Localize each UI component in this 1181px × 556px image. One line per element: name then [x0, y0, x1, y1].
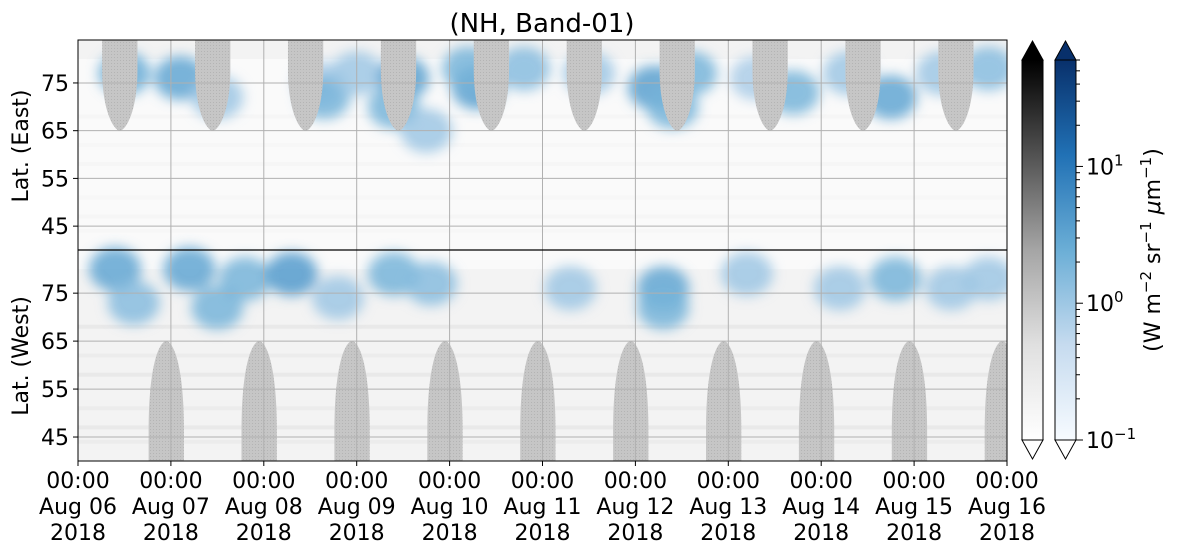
colorbar-grayscale-body: [1021, 59, 1044, 441]
x-tick-label-date: Aug 14: [782, 495, 860, 520]
no-data-mask-east: [473, 40, 510, 131]
x-tick-label-year: 2018: [515, 521, 571, 546]
no-data-mask-east: [845, 40, 881, 131]
x-tick-label-time: 00:00: [789, 469, 852, 494]
x-tick-label-year: 2018: [143, 521, 199, 546]
y-tick-label: 75: [41, 72, 69, 97]
no-data-mask-east: [752, 40, 788, 131]
x-tick-label-year: 2018: [236, 521, 292, 546]
x-tick-label-time: 00:00: [882, 469, 945, 494]
colorbar-grayscale-extend-max: [1021, 39, 1044, 61]
colorbar-tick-label: 100: [1086, 288, 1124, 317]
no-data-mask-east: [566, 40, 602, 131]
x-tick-label-year: 2018: [793, 521, 849, 546]
y-tick-label: 45: [41, 426, 69, 451]
no-data-mask-west: [520, 341, 556, 461]
colorbar-blues: 101 100 10−1: [1054, 39, 1136, 461]
no-data-mask-west: [798, 341, 835, 461]
x-tick-label-date: Aug 15: [875, 495, 953, 520]
y-tick-label: 65: [41, 330, 69, 355]
no-data-mask-west: [613, 341, 649, 461]
emission-blob: [163, 247, 216, 292]
emission-blob: [544, 266, 597, 311]
no-data-mask-west: [984, 341, 1007, 461]
x-tick-label-date: Aug 11: [504, 495, 582, 520]
y-axis-east: 45 55 65 75: [41, 72, 78, 240]
x-tick-label-date: Aug 16: [968, 495, 1046, 520]
y-tick-label: 55: [41, 167, 69, 192]
x-tick-label-year: 2018: [886, 521, 942, 546]
no-data-mask-west: [241, 341, 277, 461]
emission-blob: [962, 256, 1007, 301]
emission-blob: [497, 46, 550, 91]
no-data-mask-west: [148, 341, 184, 461]
emission-blob: [962, 46, 1007, 91]
colorbar-grayscale-extend-min: [1021, 439, 1044, 461]
emission-blob: [405, 261, 458, 306]
no-data-mask-east: [938, 40, 974, 131]
emission-blob: [637, 285, 690, 330]
no-data-masks: [102, 40, 1007, 461]
plot-area: [77, 39, 1008, 462]
y-axis-label-west: Lat. (West): [9, 296, 34, 416]
colorbar-blues-ticks: 101 100 10−1: [1076, 59, 1136, 454]
x-tick-label-time: 00:00: [232, 469, 295, 494]
colorbar-grayscale: [1021, 39, 1044, 461]
y-axis-label-east: Lat. (East): [9, 90, 34, 203]
x-tick-label-year: 2018: [329, 521, 385, 546]
emission-blob: [813, 266, 866, 311]
no-data-mask-west: [706, 341, 742, 461]
x-tick-label-time: 00:00: [975, 469, 1038, 494]
x-tick-label-date: Aug 06: [39, 495, 117, 520]
x-tick-label-date: Aug 09: [318, 495, 396, 520]
x-tick-label-time: 00:00: [325, 469, 388, 494]
no-data-mask-west: [427, 341, 463, 461]
x-tick-label-time: 00:00: [46, 469, 109, 494]
y-tick-label: 45: [41, 215, 69, 240]
no-data-mask-east: [659, 40, 695, 131]
emission-blob: [869, 256, 922, 301]
x-tick-label-time: 00:00: [604, 469, 667, 494]
colorbar-label: (W m−2 sr−1 μm−1): [1137, 148, 1166, 352]
x-tick-label-date: Aug 13: [689, 495, 767, 520]
x-tick-label-time: 00:00: [139, 469, 202, 494]
x-tick-label-date: Aug 10: [411, 495, 489, 520]
x-tick-label-year: 2018: [607, 521, 663, 546]
emission-blob: [265, 251, 318, 296]
no-data-mask-east: [380, 40, 417, 131]
emission-blob: [312, 275, 365, 320]
no-data-mask-west: [334, 341, 370, 461]
colorbar-blues-extend-min: [1054, 439, 1077, 461]
x-tick-label-date: Aug 08: [225, 495, 303, 520]
x-tick-label-time: 00:00: [511, 469, 574, 494]
emission-blob: [720, 251, 773, 296]
emission-blob: [89, 247, 142, 292]
emission-blob: [191, 285, 244, 330]
y-tick-label: 55: [41, 378, 69, 403]
x-tick-label-date: Aug 12: [596, 495, 674, 520]
colorbar-tick-label: 101: [1086, 151, 1124, 180]
colorbar-blues-body: [1054, 59, 1077, 441]
no-data-mask-east: [102, 40, 138, 131]
x-tick-label-year: 2018: [422, 521, 478, 546]
x-tick-label-date: Aug 07: [132, 495, 210, 520]
x-tick-label-year: 2018: [700, 521, 756, 546]
x-tick-label-year: 2018: [979, 521, 1035, 546]
y-tick-label: 75: [41, 282, 69, 307]
no-data-mask-west: [891, 341, 928, 461]
no-data-mask-east: [287, 40, 324, 131]
emission-blob: [107, 280, 160, 325]
x-tick-label-time: 00:00: [697, 469, 760, 494]
colorbar-blues-extend-max: [1054, 39, 1077, 61]
colorbar-tick-label: 10−1: [1086, 425, 1136, 454]
y-axis-west: 45 55 65 75: [41, 282, 78, 451]
chart-title: (NH, Band-01): [449, 9, 634, 39]
y-tick-label: 65: [41, 120, 69, 145]
x-tick-label-time: 00:00: [418, 469, 481, 494]
x-tick-label-year: 2018: [50, 521, 106, 546]
no-data-mask-east: [195, 40, 231, 131]
